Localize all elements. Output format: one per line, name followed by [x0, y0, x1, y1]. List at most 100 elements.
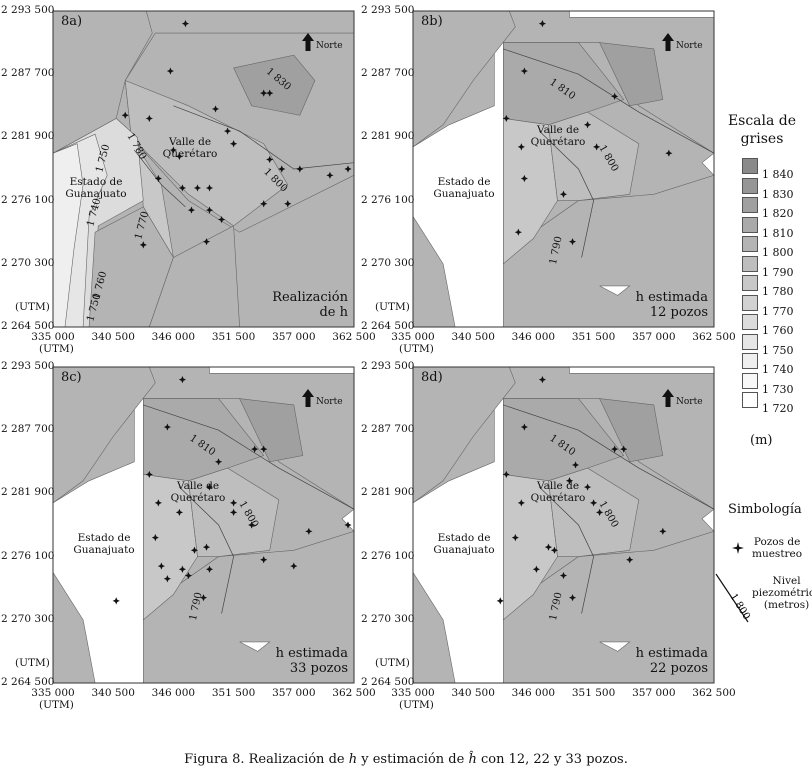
- well-marker: [583, 121, 592, 129]
- utm-y-label: (UTM): [15, 657, 50, 669]
- well-marker: [205, 206, 214, 214]
- y-tick-label: 2 270 300: [1, 612, 55, 625]
- well-marker: [178, 565, 187, 573]
- well-marker: [593, 143, 601, 151]
- y-tick-label: 2 293 500: [1, 360, 55, 372]
- north-arrow-icon: [662, 389, 674, 407]
- well-marker: [626, 556, 634, 564]
- well-marker: [517, 143, 525, 151]
- y-tick-label: 2 293 500: [361, 360, 415, 372]
- well-marker: [517, 499, 525, 507]
- well-marker: [175, 152, 184, 160]
- legend-value: 1 720: [762, 402, 794, 415]
- well-marker: [538, 20, 547, 28]
- panel-id: 8b): [421, 14, 443, 29]
- well-marker: [544, 543, 553, 551]
- x-tick-label: 346 000: [151, 687, 196, 699]
- x-tick-label: 357 000: [272, 331, 316, 343]
- legend-swatch: [742, 353, 758, 369]
- well-marker: [305, 527, 313, 535]
- caption-h: h: [348, 752, 358, 767]
- well-marker: [559, 190, 568, 198]
- north-label: Norte: [316, 41, 343, 51]
- panel-corner-text: Realización de h: [244, 290, 348, 320]
- y-tick-label: 2 270 300: [361, 256, 415, 269]
- corner-line2: de h: [319, 305, 348, 320]
- region-line: Estado de: [77, 532, 131, 544]
- x-tick-label: 346 000: [151, 331, 196, 343]
- valle-queretaro-label: Valle de Querétaro: [523, 124, 593, 148]
- well-marker: [157, 562, 165, 570]
- region-line: Guanajuato: [73, 544, 135, 556]
- well-marker: [211, 105, 220, 113]
- y-tick-label: 2 293 500: [1, 4, 55, 16]
- well-marker: [266, 89, 274, 97]
- region-line: Valle de: [176, 480, 220, 492]
- well-marker: [611, 445, 619, 453]
- region-line: Valle de: [536, 480, 580, 492]
- region-line: Guanajuato: [433, 544, 495, 556]
- well-marker: [178, 376, 187, 384]
- figure-caption: Figura 8. Realización de h y estimación …: [0, 752, 812, 767]
- corner-line1: h estimada: [635, 290, 708, 305]
- x-tick-label: 346 000: [511, 331, 556, 343]
- symbology-wells-line2: muestreo: [752, 548, 803, 560]
- well-marker: [166, 67, 174, 75]
- x-tick-label: 340 500: [91, 331, 135, 343]
- well-marker: [190, 546, 199, 554]
- region-line: Guanajuato: [433, 188, 495, 200]
- well-marker: [151, 534, 159, 542]
- y-tick-label: 2 264 500: [1, 676, 55, 688]
- well-marker: [502, 114, 510, 123]
- y-tick-label: 2 276 100: [361, 549, 415, 562]
- x-tick-label: 351 500: [211, 687, 256, 699]
- map-panel-8d: [412, 366, 715, 684]
- well-marker: [571, 461, 580, 469]
- region-line: Guanajuato: [65, 188, 127, 200]
- estado-guanajuato-label: Estado de Guanajuato: [61, 176, 131, 200]
- north-arrow-icon: [302, 389, 314, 407]
- symbology-wells: Pozos de muestreo: [752, 536, 802, 560]
- valle-queretaro-label: Valle de Querétaro: [163, 480, 233, 504]
- legend-value: 1 810: [762, 226, 794, 240]
- symbology-level: Nivel piezométrico (metros): [752, 575, 812, 611]
- y-tick-label: 2 270 300: [361, 612, 415, 625]
- legend-value: 1 790: [762, 265, 794, 279]
- utm-y-label: (UTM): [15, 301, 50, 313]
- well-marker: [290, 562, 298, 570]
- well-marker: [251, 445, 259, 453]
- well-marker: [205, 483, 214, 491]
- well-marker: [278, 165, 286, 173]
- well-marker: [284, 200, 292, 208]
- north-label: Norte: [676, 41, 703, 51]
- panel-corner-text: h estimada 12 pozos: [604, 290, 708, 320]
- well-marker: [496, 597, 504, 605]
- well-marker: [230, 499, 238, 507]
- well-marker: [187, 206, 196, 214]
- region-line: Querétaro: [530, 136, 586, 148]
- y-tick-label: 2 287 700: [361, 423, 415, 436]
- legend-value: 1 780: [762, 285, 794, 298]
- legend-swatch: [742, 255, 758, 272]
- utm-x-label: (UTM): [399, 699, 434, 711]
- corner-line2: 33 pozos: [289, 661, 348, 676]
- well-marker: [145, 114, 153, 123]
- legend-value: 1 840: [762, 168, 794, 181]
- corner-line1: Realización: [272, 290, 348, 305]
- well-marker: [169, 146, 177, 154]
- x-tick-label: 362 500: [332, 687, 376, 699]
- x-tick-label: 357 000: [272, 687, 316, 699]
- contour-symbol-icon: 1 800: [715, 573, 752, 623]
- y-tick-label: 2 293 500: [361, 4, 415, 16]
- legend-value: 1 730: [762, 382, 794, 396]
- well-marker: [520, 67, 528, 75]
- symbology-title: Simbología: [728, 502, 802, 517]
- symbology-level-line2: piezométrico: [752, 587, 812, 599]
- x-tick-label: 351 500: [211, 331, 256, 343]
- legend-swatch: [742, 216, 758, 233]
- well-marker: [559, 571, 568, 580]
- well-marker: [502, 470, 510, 479]
- x-tick-label: 357 000: [632, 331, 676, 343]
- utm-x-label: (UTM): [39, 699, 74, 711]
- north-label: Norte: [316, 397, 343, 407]
